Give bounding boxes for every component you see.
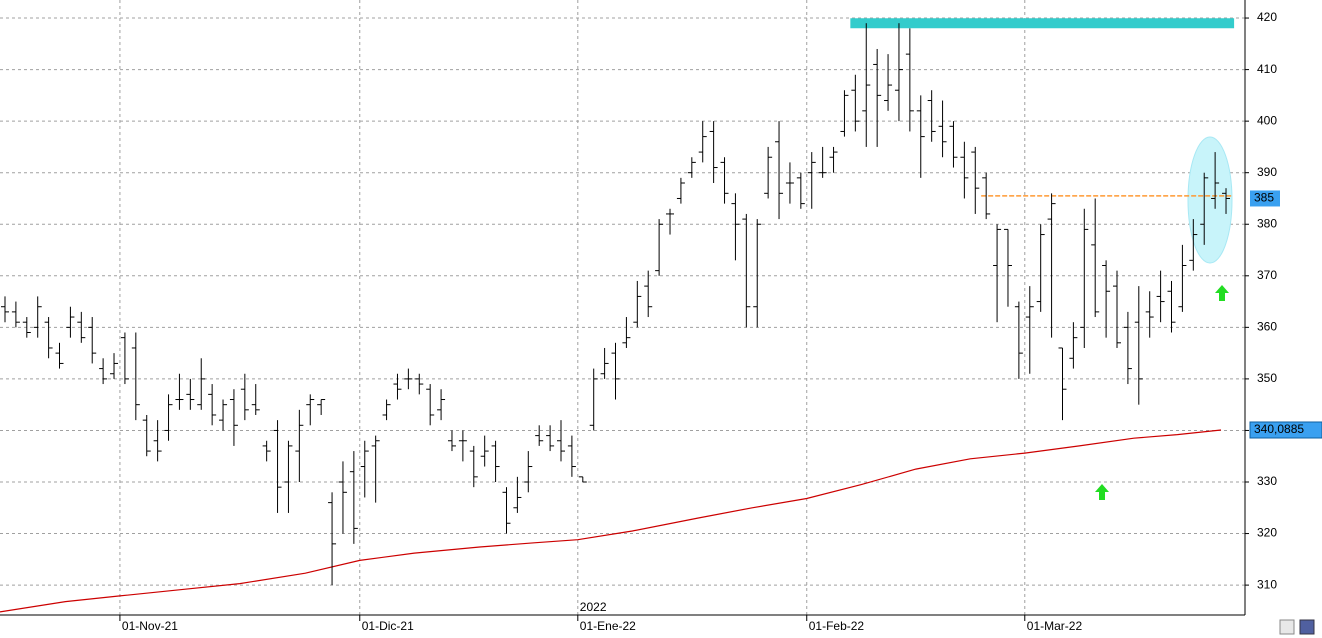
y-tick-label: 390 — [1257, 165, 1277, 179]
y-tick-label: 330 — [1257, 474, 1277, 488]
x-tick-label: 01-Feb-22 — [809, 619, 865, 633]
last-price-label: 385 — [1254, 191, 1274, 205]
settings-icon[interactable] — [1279, 619, 1295, 635]
x-tick-label: 01-Mar-22 — [1027, 619, 1083, 633]
y-tick-label: 360 — [1257, 320, 1277, 334]
x-tick-label: 01-Dic-21 — [362, 619, 414, 633]
y-tick-label: 420 — [1257, 10, 1277, 24]
y-tick-label: 400 — [1257, 113, 1277, 127]
x-tick-label: 01-Nov-21 — [122, 619, 178, 633]
up-arrow — [1095, 484, 1109, 500]
highlight-ellipse — [1187, 136, 1233, 264]
y-tick-label: 410 — [1257, 62, 1277, 76]
axes: 31032033034035036037038039040041042001-N… — [119, 10, 1322, 633]
year-label: 2022 — [580, 600, 607, 614]
marks — [0, 18, 1235, 613]
grid — [0, 0, 1245, 615]
up-arrow — [1215, 285, 1229, 301]
x-tick-label: 01-Ene-22 — [580, 619, 636, 633]
y-tick-label: 380 — [1257, 216, 1277, 230]
y-tick-label: 310 — [1257, 577, 1277, 591]
save-icon[interactable] — [1299, 619, 1315, 635]
y-tick-label: 350 — [1257, 371, 1277, 385]
last-price-box — [1250, 190, 1280, 207]
ma-price-box — [1249, 421, 1322, 439]
y-tick-label: 370 — [1257, 268, 1277, 282]
ma-price-label: 340,0885 — [1254, 422, 1304, 436]
y-tick-label: 320 — [1257, 526, 1277, 540]
moving-average — [0, 429, 1222, 613]
